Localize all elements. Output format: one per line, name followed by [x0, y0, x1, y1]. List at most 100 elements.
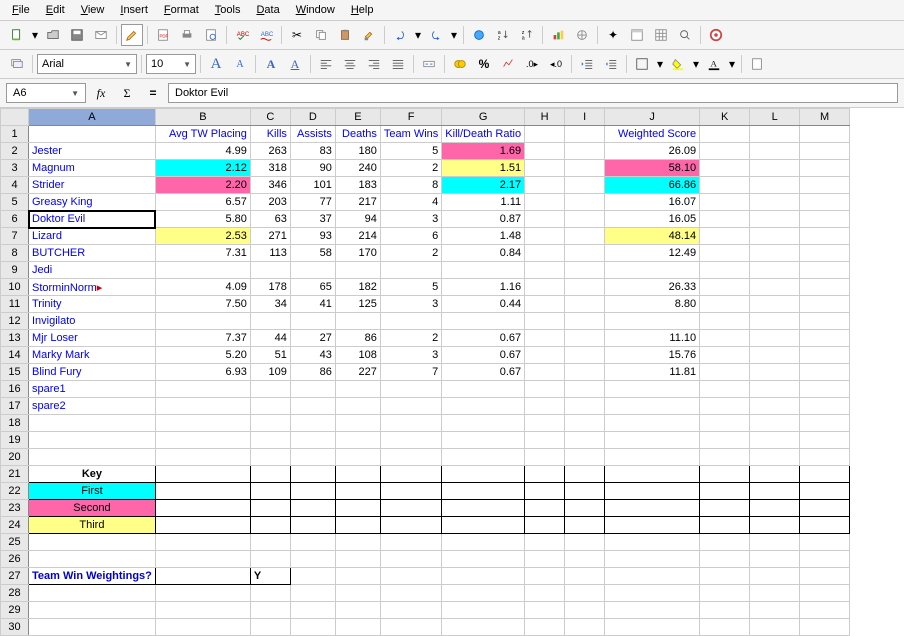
cell-A8[interactable]: BUTCHER: [29, 245, 156, 262]
cell-M11[interactable]: [800, 296, 850, 313]
cell-K9[interactable]: [700, 262, 750, 279]
cell-K6[interactable]: [700, 211, 750, 228]
cell[interactable]: [605, 483, 700, 500]
cell-K3[interactable]: [700, 160, 750, 177]
align-justify-icon[interactable]: [387, 53, 409, 75]
cell[interactable]: [155, 517, 250, 534]
cell[interactable]: [605, 500, 700, 517]
col-header-J[interactable]: J: [605, 109, 700, 126]
header-cell[interactable]: [525, 126, 565, 143]
cell[interactable]: [700, 500, 750, 517]
select-all-corner[interactable]: [1, 109, 29, 126]
bigger-font-icon[interactable]: A: [205, 53, 227, 75]
cell[interactable]: [29, 534, 156, 551]
del-decimal-icon[interactable]: ◂.0: [545, 53, 567, 75]
cell[interactable]: [335, 517, 380, 534]
new-doc-icon[interactable]: [6, 24, 28, 46]
cell-L9[interactable]: [750, 262, 800, 279]
cell-D8[interactable]: 58: [290, 245, 335, 262]
menu-help[interactable]: Help: [343, 2, 382, 18]
cell-G15[interactable]: 0.67: [442, 364, 525, 381]
cell-I4[interactable]: [565, 177, 605, 194]
cell-C11[interactable]: 34: [250, 296, 290, 313]
cell-B9[interactable]: [155, 262, 250, 279]
cell-H14[interactable]: [525, 347, 565, 364]
cell-I15[interactable]: [565, 364, 605, 381]
menu-file[interactable]: File: [4, 2, 38, 18]
row-header-26[interactable]: 26: [1, 551, 29, 568]
cell-E2[interactable]: 180: [335, 143, 380, 160]
cell-H4[interactable]: [525, 177, 565, 194]
cell[interactable]: [750, 551, 800, 568]
merge-icon[interactable]: [418, 53, 440, 75]
menu-format[interactable]: Format: [156, 2, 207, 18]
cell-G6[interactable]: 0.87: [442, 211, 525, 228]
cell-I9[interactable]: [565, 262, 605, 279]
cell-K15[interactable]: [700, 364, 750, 381]
indent-more-icon[interactable]: [600, 53, 622, 75]
col-header-G[interactable]: G: [442, 109, 525, 126]
cell[interactable]: [442, 585, 525, 602]
cell-M20[interactable]: [800, 449, 850, 466]
cell[interactable]: [525, 585, 565, 602]
save-icon[interactable]: [66, 24, 88, 46]
cell[interactable]: [525, 551, 565, 568]
cell-A14[interactable]: Marky Mark: [29, 347, 156, 364]
cell-A19[interactable]: [29, 432, 156, 449]
cell-A15[interactable]: Blind Fury: [29, 364, 156, 381]
cell-G13[interactable]: 0.67: [442, 330, 525, 347]
cell[interactable]: [605, 568, 700, 585]
cell[interactable]: [335, 568, 380, 585]
smaller-font-icon[interactable]: A: [229, 53, 251, 75]
dropdown-icon[interactable]: ▾: [413, 24, 423, 46]
cell[interactable]: [290, 500, 335, 517]
key-cell[interactable]: Key: [29, 466, 156, 483]
cell-D20[interactable]: [290, 449, 335, 466]
cell-M7[interactable]: [800, 228, 850, 245]
cell[interactable]: [750, 568, 800, 585]
cell[interactable]: [700, 551, 750, 568]
cell-B6[interactable]: 5.80: [155, 211, 250, 228]
cell-J11[interactable]: 8.80: [605, 296, 700, 313]
cut-icon[interactable]: ✂: [286, 24, 308, 46]
font-select[interactable]: Arial▼: [37, 54, 137, 74]
cell-H13[interactable]: [525, 330, 565, 347]
open-icon[interactable]: [42, 24, 64, 46]
cell[interactable]: [750, 483, 800, 500]
cell-E11[interactable]: 125: [335, 296, 380, 313]
cell[interactable]: [335, 466, 380, 483]
cell[interactable]: [800, 619, 850, 636]
cell[interactable]: [335, 534, 380, 551]
cell[interactable]: [525, 602, 565, 619]
cell-D10[interactable]: 65: [290, 279, 335, 296]
sort-asc-icon[interactable]: az: [492, 24, 514, 46]
cell[interactable]: [700, 517, 750, 534]
cell[interactable]: [442, 483, 525, 500]
row-header-8[interactable]: 8: [1, 245, 29, 262]
cell-E14[interactable]: 108: [335, 347, 380, 364]
cell[interactable]: [290, 483, 335, 500]
header-cell[interactable]: Kill/Death Ratio: [442, 126, 525, 143]
cell-A3[interactable]: Magnum: [29, 160, 156, 177]
cell[interactable]: [290, 585, 335, 602]
header-cell[interactable]: [750, 126, 800, 143]
cell[interactable]: [800, 585, 850, 602]
cell-F18[interactable]: [380, 415, 441, 432]
cell-L10[interactable]: [750, 279, 800, 296]
cell-A12[interactable]: Invigilato: [29, 313, 156, 330]
cell-A6[interactable]: Doktor Evil: [29, 211, 156, 228]
cell-K2[interactable]: [700, 143, 750, 160]
cell-K12[interactable]: [700, 313, 750, 330]
cell[interactable]: [380, 568, 441, 585]
cell-H17[interactable]: [525, 398, 565, 415]
cell-C18[interactable]: [250, 415, 290, 432]
cell-E4[interactable]: 183: [335, 177, 380, 194]
cell[interactable]: [605, 517, 700, 534]
cell-H20[interactable]: [525, 449, 565, 466]
cell[interactable]: [250, 534, 290, 551]
cell-G5[interactable]: 1.11: [442, 194, 525, 211]
brush-icon[interactable]: [358, 24, 380, 46]
cell-D17[interactable]: [290, 398, 335, 415]
col-header-L[interactable]: L: [750, 109, 800, 126]
cell-G17[interactable]: [442, 398, 525, 415]
